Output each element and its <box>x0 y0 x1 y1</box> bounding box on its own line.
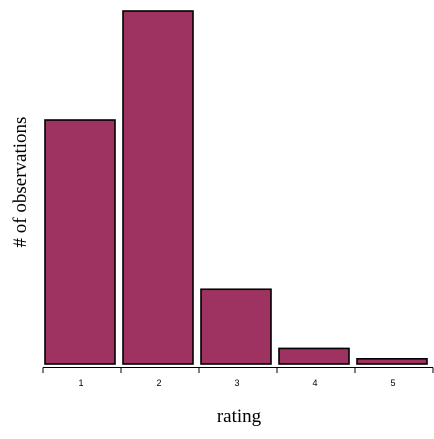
bar-5 <box>356 358 428 365</box>
bar-4 <box>278 347 350 365</box>
y-axis-title: # of observations <box>10 117 31 248</box>
bar-1 <box>44 119 116 365</box>
bars-group <box>44 10 428 365</box>
x-tick-label-2: 2 <box>156 378 161 388</box>
x-tick-label-1: 1 <box>78 378 83 388</box>
bar-2 <box>122 10 194 365</box>
x-tick-label-4: 4 <box>312 378 317 388</box>
bar-3 <box>200 288 272 365</box>
x-axis-title: rating <box>217 406 262 427</box>
x-ticks-group: 1 2 3 4 5 <box>42 367 434 388</box>
x-tick-label-3: 3 <box>234 378 239 388</box>
x-tick-label-5: 5 <box>390 378 395 388</box>
